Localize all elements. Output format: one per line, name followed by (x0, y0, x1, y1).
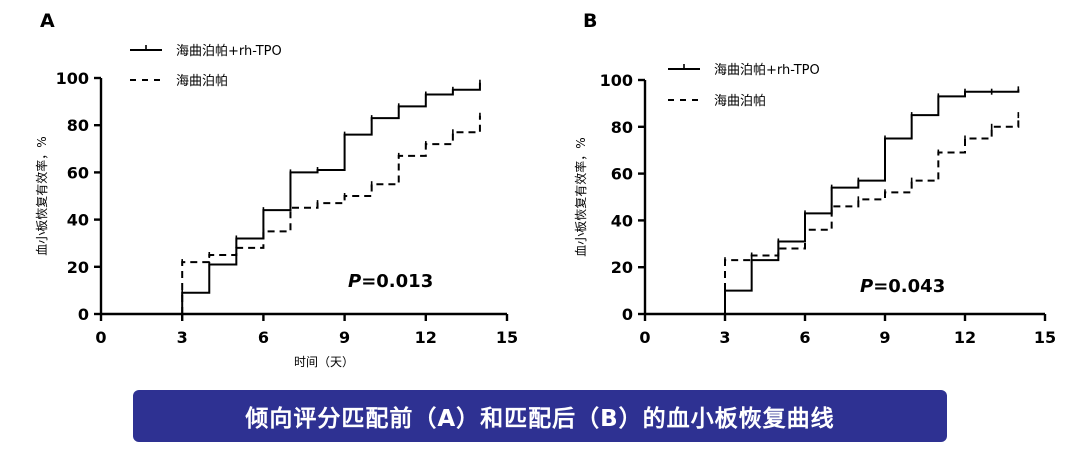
y-tick-label: 80 (67, 116, 89, 135)
x-tick-label: 0 (95, 328, 106, 347)
legend-label: 海曲泊帕 (176, 74, 228, 89)
series-line-hqbp-rhtpo (181, 82, 481, 314)
x-tick-label: 15 (1034, 328, 1056, 347)
x-tick-label: 9 (339, 328, 350, 347)
x-tick-label: 3 (177, 328, 188, 347)
legend-label: 海曲泊帕+rh-TPO (714, 63, 820, 78)
y-tick-label: 80 (611, 118, 633, 137)
y-tick-label: 40 (611, 211, 633, 230)
p-symbol: P (860, 276, 873, 297)
y-tick-label: 0 (622, 305, 633, 324)
chart-panel-a: A 0 3 6 9 12 15 0 20 40 60 80 100 血小板恢复有效率，% 时间（天） 海曲泊帕… (34, 10, 518, 369)
p-value: =0.013 (361, 271, 433, 292)
legend-label: 海曲泊帕 (714, 94, 766, 109)
caption-banner: 倾向评分匹配前（A）和匹配后（B）的血小板恢复曲线 (133, 390, 947, 442)
y-tick-label: 60 (611, 165, 633, 184)
legend-label: 海曲泊帕+rh-TPO (176, 44, 282, 59)
x-tick-label: 15 (496, 328, 518, 347)
x-tick-label: 9 (879, 328, 890, 347)
caption-text: 倾向评分匹配前（A）和匹配后（B）的血小板恢复曲线 (245, 406, 835, 432)
p-symbol: P (348, 271, 361, 292)
y-axis-label: 血小板恢复有效率，% (34, 136, 49, 255)
y-tick-label: 60 (67, 163, 89, 182)
y-tick-label: 100 (56, 69, 89, 88)
y-axis-label: 血小板恢复有效率，% (573, 137, 588, 256)
y-tick-label: 20 (67, 258, 89, 277)
p-value: =0.043 (873, 276, 945, 297)
p-value-annotation: P=0.013 (348, 271, 433, 292)
y-tick-label: 20 (611, 258, 633, 277)
y-tick-label: 0 (78, 305, 89, 324)
x-tick-label: 12 (954, 328, 976, 347)
p-value-annotation: P=0.043 (860, 276, 945, 297)
x-tick-label: 6 (258, 328, 269, 347)
panel-label: B (583, 10, 597, 32)
chart-panel-b: B 0 3 6 9 12 15 0 20 40 60 80 100 血小板恢复有效率，% 海曲泊帕+rh-T… (573, 10, 1056, 347)
x-tick-label: 12 (415, 328, 437, 347)
series-line-hqbp (181, 115, 481, 314)
x-tick-label: 6 (799, 328, 810, 347)
y-tick-label: 40 (67, 211, 89, 230)
x-tick-label: 0 (639, 328, 650, 347)
x-axis-label: 时间（天） (294, 355, 354, 369)
y-tick-label: 100 (600, 71, 633, 90)
x-tick-label: 3 (719, 328, 730, 347)
panel-label: A (40, 10, 55, 32)
